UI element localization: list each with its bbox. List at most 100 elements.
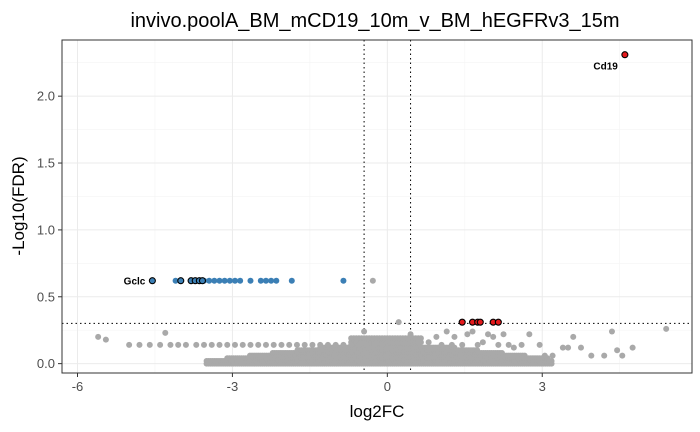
down-labeled-point xyxy=(177,277,185,285)
nonsig-point xyxy=(570,333,577,340)
down-point xyxy=(340,277,347,284)
nonsig-point xyxy=(371,341,378,348)
down-point xyxy=(172,277,179,284)
down-point xyxy=(231,277,238,284)
down-point xyxy=(216,277,223,284)
nonsig-point xyxy=(301,341,308,348)
nonsig-point xyxy=(247,341,254,348)
down-labeled-series xyxy=(148,277,207,285)
x-tick-label: 0 xyxy=(384,379,391,394)
nonsig-point xyxy=(629,344,636,351)
up-labeled-point xyxy=(458,318,466,326)
nonsig-point xyxy=(363,341,370,348)
x-tick-label: -6 xyxy=(72,379,84,394)
nonsig-point xyxy=(559,344,566,351)
nonsig-point xyxy=(157,341,164,348)
nonsig-point xyxy=(500,331,507,338)
nonsig-point xyxy=(425,339,432,346)
nonsig-point xyxy=(619,352,626,359)
nonsig-point xyxy=(102,336,109,343)
nonsig-point xyxy=(495,341,502,348)
nonsig-point xyxy=(614,347,621,354)
nonsig-point xyxy=(136,341,143,348)
down-point xyxy=(211,277,218,284)
x-tick-label: 3 xyxy=(539,379,546,394)
y-tick-label: 0.5 xyxy=(37,289,55,304)
nonsig-point xyxy=(479,339,486,346)
nonsig-point xyxy=(348,341,355,348)
down-point xyxy=(257,277,264,284)
nonsig-point xyxy=(224,341,231,348)
nonsig-point xyxy=(490,333,497,340)
down-point xyxy=(226,277,233,284)
nonsig-point xyxy=(608,328,615,335)
nonsig-point xyxy=(95,333,102,340)
nonsig-point xyxy=(167,341,174,348)
nonsig-point xyxy=(182,341,189,348)
up-labeled-point xyxy=(621,51,629,59)
nonsig-point xyxy=(208,341,215,348)
y-axis: 0.0 0.5 1.0 1.5 2.0 xyxy=(37,89,62,371)
nonsig-point xyxy=(286,341,293,348)
x-tick-label: -3 xyxy=(227,379,239,394)
down-point xyxy=(262,277,269,284)
up-labeled-series xyxy=(458,51,629,326)
down-point xyxy=(288,277,295,284)
nonsig-point xyxy=(474,341,481,348)
nonsig-point xyxy=(255,341,262,348)
nonsig-point xyxy=(332,341,339,348)
y-tick-label: 2.0 xyxy=(37,89,55,104)
nonsig-point xyxy=(270,341,277,348)
nonsig-point xyxy=(126,341,133,348)
down-point xyxy=(247,277,254,284)
nonsig-point xyxy=(505,341,512,348)
nonsig-point xyxy=(443,328,450,335)
nonsig-series xyxy=(95,277,670,359)
gene-labels: Gclc Cd19 xyxy=(124,62,619,288)
nonsig-point xyxy=(317,341,324,348)
nonsig-point xyxy=(541,352,548,359)
nonsig-point xyxy=(262,341,269,348)
down-point xyxy=(221,277,228,284)
down-point xyxy=(273,277,280,284)
nonsig-point xyxy=(175,341,182,348)
nonsig-point xyxy=(464,331,471,338)
nonsig-point xyxy=(278,341,285,348)
nonsig-point xyxy=(369,277,376,284)
y-axis-title: -Log10(FDR) xyxy=(9,156,28,255)
nonsig-point xyxy=(485,331,492,338)
nonsig-point xyxy=(216,341,223,348)
nonsig-point xyxy=(588,352,595,359)
chart-title: invivo.poolA_BM_mCD19_10m_v_BM_hEGFRv3_1… xyxy=(130,10,619,32)
x-axis-title: log2FC xyxy=(350,402,405,421)
nonsig-point xyxy=(355,341,362,348)
nonsig-point xyxy=(407,331,414,338)
plot-border xyxy=(61,39,693,374)
nonsig-point xyxy=(451,333,458,340)
nonsig-point xyxy=(459,341,466,348)
y-tick-label: 1.0 xyxy=(37,222,55,237)
gene-label-gclc: Gclc xyxy=(124,277,146,288)
nonsig-point xyxy=(448,341,455,348)
nonsig-point xyxy=(395,319,402,326)
nonsig-point xyxy=(469,328,476,335)
down-point xyxy=(237,277,244,284)
nonsig-point xyxy=(293,341,300,348)
nonsig-point xyxy=(239,341,246,348)
nonsig-point xyxy=(146,341,153,348)
nonsig-point xyxy=(526,331,533,338)
down-labeled-point xyxy=(148,277,156,285)
nonsig-point xyxy=(162,329,169,336)
up-labeled-point xyxy=(494,318,502,326)
nonsig-point xyxy=(565,344,572,351)
nonsig-point xyxy=(433,333,440,340)
nonsig-point xyxy=(536,341,543,348)
nonsig-point xyxy=(193,341,200,348)
threshold-lines xyxy=(62,40,692,373)
down-point xyxy=(268,277,275,284)
gene-label-cd19: Cd19 xyxy=(593,62,618,73)
down-point xyxy=(206,277,213,284)
nonsig-point xyxy=(415,339,422,346)
nonsig-point xyxy=(577,344,584,351)
